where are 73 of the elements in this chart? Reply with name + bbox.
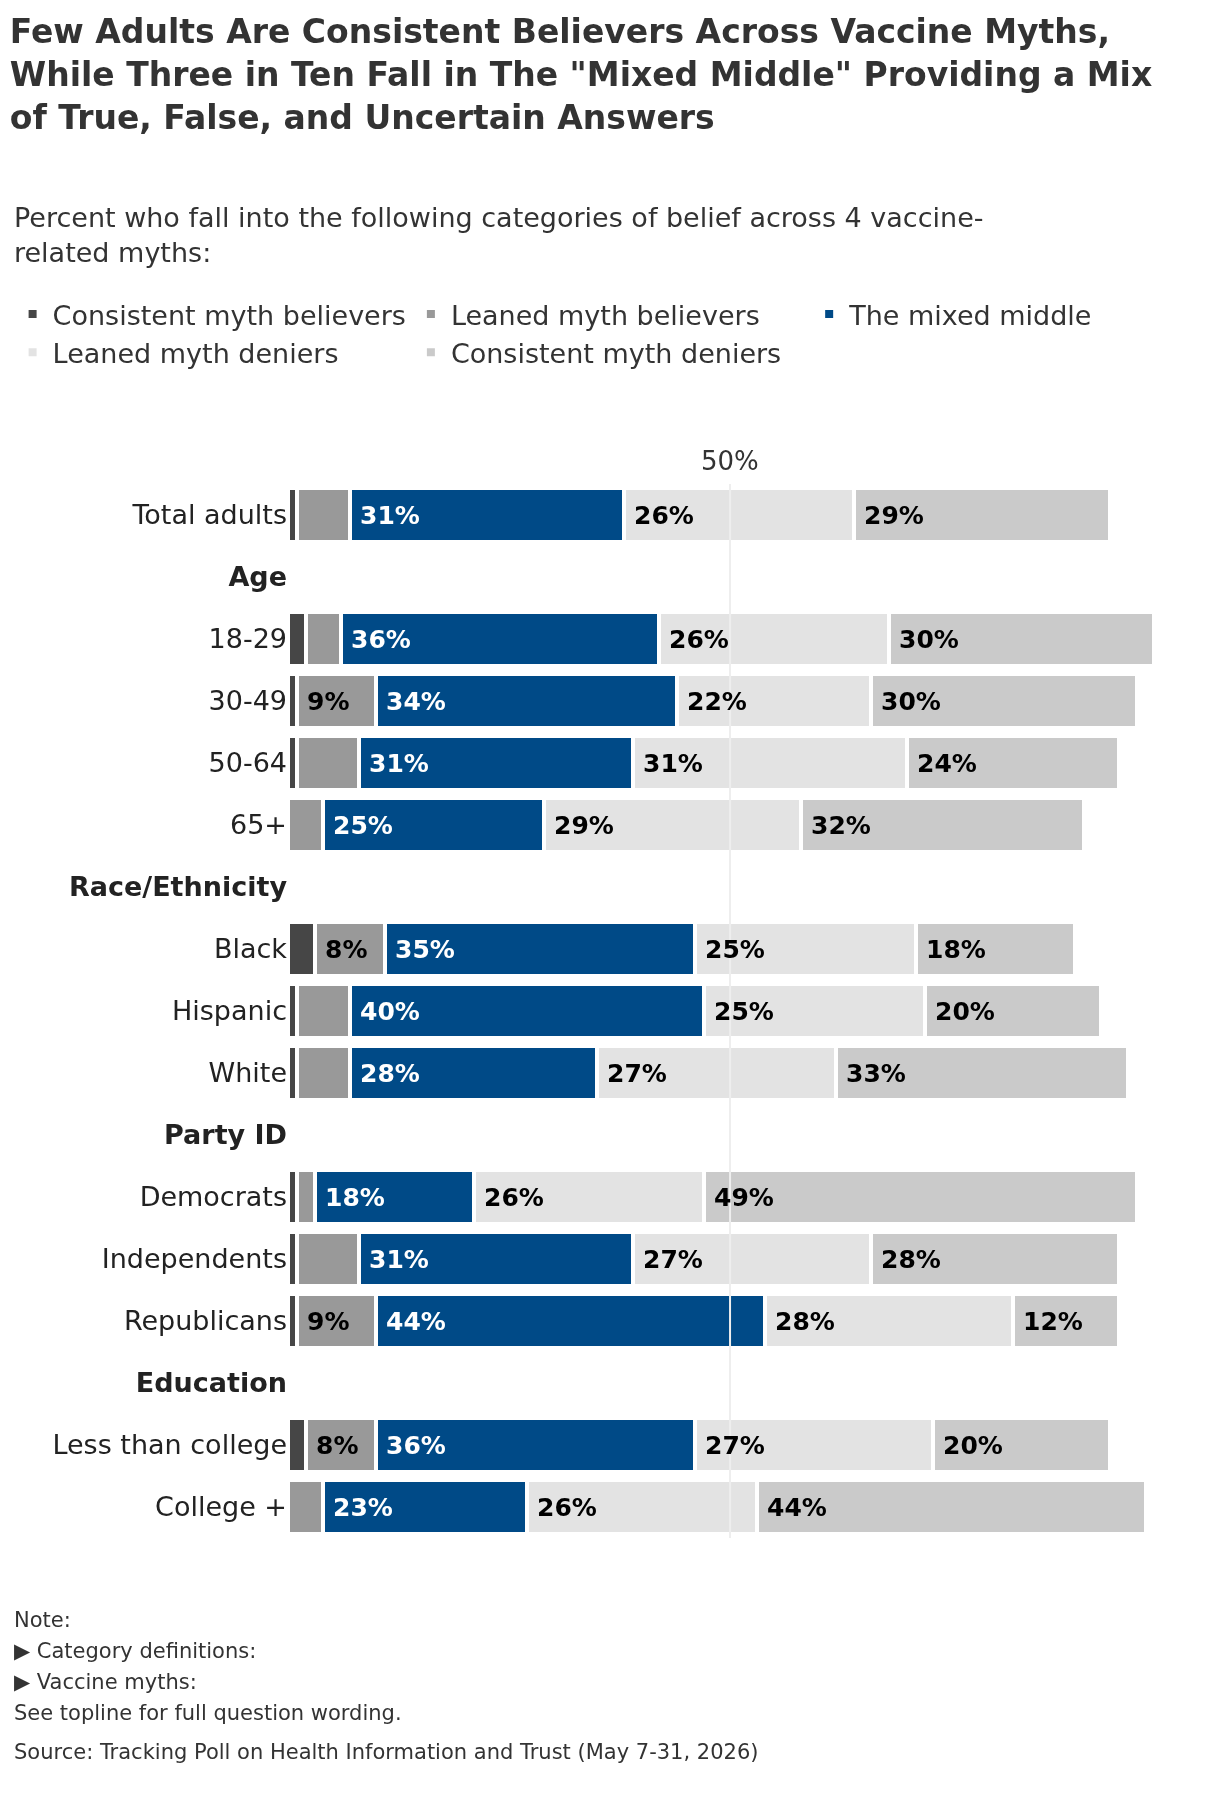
y-tick-label: Independents bbox=[101, 1243, 287, 1275]
y-tick-label: White bbox=[208, 1057, 287, 1089]
y-tick-label: Democrats bbox=[139, 1181, 287, 1213]
y-tick-label: Less than college bbox=[52, 1429, 287, 1461]
legend-label: The mixed middle bbox=[848, 299, 1092, 331]
y-tick-label: Hispanic bbox=[171, 995, 287, 1027]
data-label: 9% bbox=[307, 687, 350, 716]
data-label: 26% bbox=[634, 501, 694, 530]
text: ▶ Category definitions: bbox=[14, 1639, 257, 1663]
data-label: 22% bbox=[687, 687, 747, 716]
data-label: 30% bbox=[881, 687, 941, 716]
y-tick-label: Party ID bbox=[164, 1119, 287, 1151]
data-label: 31% bbox=[369, 749, 429, 778]
data-label: 31% bbox=[643, 749, 703, 778]
y-tick-label: Age bbox=[228, 561, 287, 593]
chart-title: Few Adults Are Consistent Believers Across Vaccine Myths, While Three in Ten Fall in The "Mixed Middle" Providing a Mix of True, False, and Uncertain Answers bbox=[9, 12, 1153, 137]
legend-label: Leaned myth deniers bbox=[52, 337, 339, 369]
chart-subtitle: Percent who fall into the following categories of belief across 4 vaccine-related myths: bbox=[14, 202, 984, 269]
data-label: 25% bbox=[333, 811, 393, 840]
data-label: 27% bbox=[643, 1245, 703, 1274]
data-label: 29% bbox=[554, 811, 614, 840]
data-label: 18% bbox=[926, 935, 986, 964]
data-label: 35% bbox=[395, 935, 455, 964]
data-label: 49% bbox=[714, 1183, 774, 1212]
data-label: 12% bbox=[1023, 1307, 1083, 1336]
y-tick-label: 18-29 bbox=[208, 623, 287, 655]
y-tick-label: 30-49 bbox=[208, 685, 287, 717]
y-tick-label: Race/Ethnicity bbox=[68, 871, 288, 903]
data-label: 26% bbox=[537, 1493, 597, 1522]
data-label: 25% bbox=[705, 935, 765, 964]
data-label: 28% bbox=[881, 1245, 941, 1274]
y-tick-label: College + bbox=[155, 1491, 287, 1523]
y-tick-label: Black bbox=[213, 933, 288, 965]
legend-label: Leaned myth believers bbox=[450, 299, 760, 331]
legend-label: Consistent myth believers bbox=[52, 299, 406, 331]
data-label: 8% bbox=[316, 1431, 359, 1460]
data-label: 9% bbox=[307, 1307, 350, 1336]
data-label: 23% bbox=[333, 1493, 393, 1522]
data-label: 26% bbox=[484, 1183, 544, 1212]
text: See topline for full question wording. bbox=[14, 1701, 402, 1725]
data-label: 27% bbox=[705, 1431, 765, 1460]
data-label: 36% bbox=[351, 625, 411, 654]
legend-label: Consistent myth deniers bbox=[450, 337, 782, 369]
y-tick-label: Education bbox=[135, 1367, 287, 1399]
y-tick-label: 65+ bbox=[230, 809, 287, 841]
text: ▶ Vaccine myths: bbox=[14, 1670, 197, 1694]
text: Note: bbox=[14, 1608, 71, 1632]
data-label: 24% bbox=[917, 749, 977, 778]
data-label: 20% bbox=[943, 1431, 1003, 1460]
y-tick-label: Republicans bbox=[123, 1305, 287, 1337]
data-label: 27% bbox=[607, 1059, 667, 1088]
data-label: 34% bbox=[386, 687, 446, 716]
data-label: 36% bbox=[386, 1431, 446, 1460]
data-label: 44% bbox=[767, 1493, 827, 1522]
data-label: 8% bbox=[325, 935, 368, 964]
data-label: 31% bbox=[360, 501, 420, 530]
data-label: 29% bbox=[864, 501, 924, 530]
data-label: 40% bbox=[360, 997, 420, 1026]
data-label: 30% bbox=[899, 625, 959, 654]
data-label: 25% bbox=[714, 997, 774, 1026]
ref-line-label: 50% bbox=[701, 446, 759, 476]
data-label: 44% bbox=[386, 1307, 446, 1336]
data-label: 26% bbox=[669, 625, 729, 654]
data-label: 31% bbox=[369, 1245, 429, 1274]
data-label: 28% bbox=[775, 1307, 835, 1336]
data-label: 18% bbox=[325, 1183, 385, 1212]
data-label: 33% bbox=[846, 1059, 906, 1088]
y-tick-label: Total adults bbox=[131, 499, 287, 531]
data-label: 28% bbox=[360, 1059, 420, 1088]
data-label: 20% bbox=[935, 997, 995, 1026]
source-note: Source: Tracking Poll on Health Information and Trust (May 7-31, 2026) bbox=[14, 1740, 759, 1764]
data-label: 32% bbox=[811, 811, 871, 840]
y-tick-label: 50-64 bbox=[208, 747, 287, 779]
